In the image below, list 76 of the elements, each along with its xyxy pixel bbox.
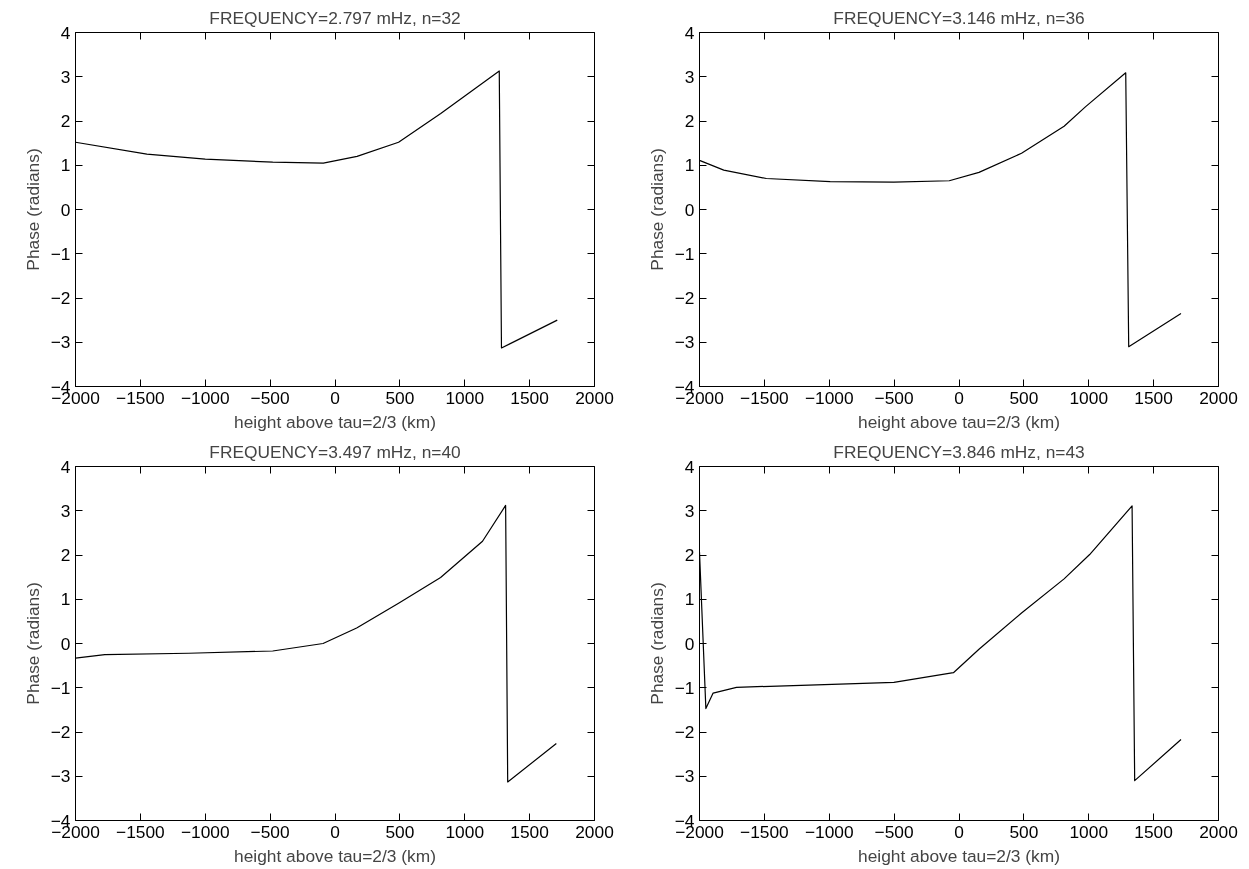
x-axis-title: height above tau=2/3 (km) [858,411,1060,432]
y-tick-label: 0 [60,633,71,654]
chart-title: FREQUENCY=2.797 mHz, n=32 [209,7,461,28]
y-tick-label: 2 [684,545,695,565]
y-tick-label: 0 [684,199,695,220]
x-tick-label: 500 [1009,387,1039,408]
y-tick-label: −1 [50,677,71,698]
x-tick-label: 1500 [1134,387,1173,408]
x-axis-title: height above tau=2/3 (km) [234,845,436,866]
y-tick-label: 1 [684,155,695,176]
y-tick-label: 1 [60,589,71,610]
x-tick-label: 2000 [575,821,614,842]
y-tick-label: −2 [674,722,695,742]
x-tick-label: 2000 [575,387,614,408]
y-tick-label: 2 [60,545,71,565]
y-tick-label: 4 [684,22,695,43]
x-tick-label: 500 [385,821,415,842]
x-tick-label: 1000 [445,387,485,408]
x-tick-label: 1000 [1069,821,1109,842]
y-axis-title: Phase (radians) [646,582,667,705]
x-tick-label: 500 [385,387,415,408]
x-tick-label: 0 [954,821,964,842]
x-tick-label: 1500 [510,821,549,842]
x-tick-label: 1000 [1069,387,1109,408]
y-tick-label: −2 [50,288,71,308]
y-tick-label: 3 [60,66,71,87]
x-tick-label: 1000 [445,821,485,842]
x-tick-label: −1000 [804,821,854,842]
y-tick-label: −2 [50,722,71,742]
y-tick-label: 4 [60,22,71,43]
y-tick-label: 2 [60,111,71,131]
y-tick-label: 0 [684,633,695,654]
x-tick-label: −1000 [804,387,854,408]
x-tick-label: −1000 [180,387,230,408]
x-tick-label: 0 [954,387,964,408]
chart-title: FREQUENCY=3.846 mHz, n=43 [833,441,1085,462]
x-tick-label: −500 [250,387,290,408]
y-tick-label: 2 [684,111,695,131]
x-tick-label: 0 [330,387,340,408]
y-tick-label: −3 [674,766,695,787]
y-tick-label: −1 [674,677,695,698]
x-tick-label: −1500 [740,387,789,408]
x-tick-label: 1500 [510,387,549,408]
y-tick-label: −1 [674,243,695,264]
x-tick-label: 2000 [1199,821,1238,842]
chart-title: FREQUENCY=3.497 mHz, n=40 [209,441,461,462]
x-tick-label: 2000 [1199,387,1238,408]
x-tick-label: 500 [1009,821,1039,842]
x-tick-label: −500 [874,387,914,408]
y-axis-title: Phase (radians) [646,148,667,271]
x-tick-label: 1500 [1134,821,1173,842]
x-tick-label: −1500 [740,821,789,842]
y-tick-label: −2 [674,288,695,308]
y-tick-label: −3 [674,332,695,353]
x-tick-label: −1000 [180,821,230,842]
y-axis-title: Phase (radians) [22,148,43,271]
x-tick-label: −500 [874,821,914,842]
y-tick-label: 4 [60,456,71,477]
y-tick-label: 3 [684,500,695,521]
x-axis-title: height above tau=2/3 (km) [858,845,1060,866]
chart-title: FREQUENCY=3.146 mHz, n=36 [833,7,1085,28]
y-tick-label: 4 [684,456,695,477]
y-tick-label: 3 [60,500,71,521]
y-tick-label: 1 [684,589,695,610]
x-tick-label: 0 [330,821,340,842]
y-tick-label: −3 [50,766,71,787]
x-axis-title: height above tau=2/3 (km) [234,411,436,432]
y-axis-title: Phase (radians) [22,582,43,705]
y-tick-label: 0 [60,199,71,220]
x-tick-label: −1500 [116,821,165,842]
y-tick-label: −1 [50,243,71,264]
y-tick-label: 1 [60,155,71,176]
x-tick-label: −500 [250,821,290,842]
x-tick-label: −1500 [116,387,165,408]
y-tick-label: 3 [684,66,695,87]
y-tick-label: −3 [50,332,71,353]
